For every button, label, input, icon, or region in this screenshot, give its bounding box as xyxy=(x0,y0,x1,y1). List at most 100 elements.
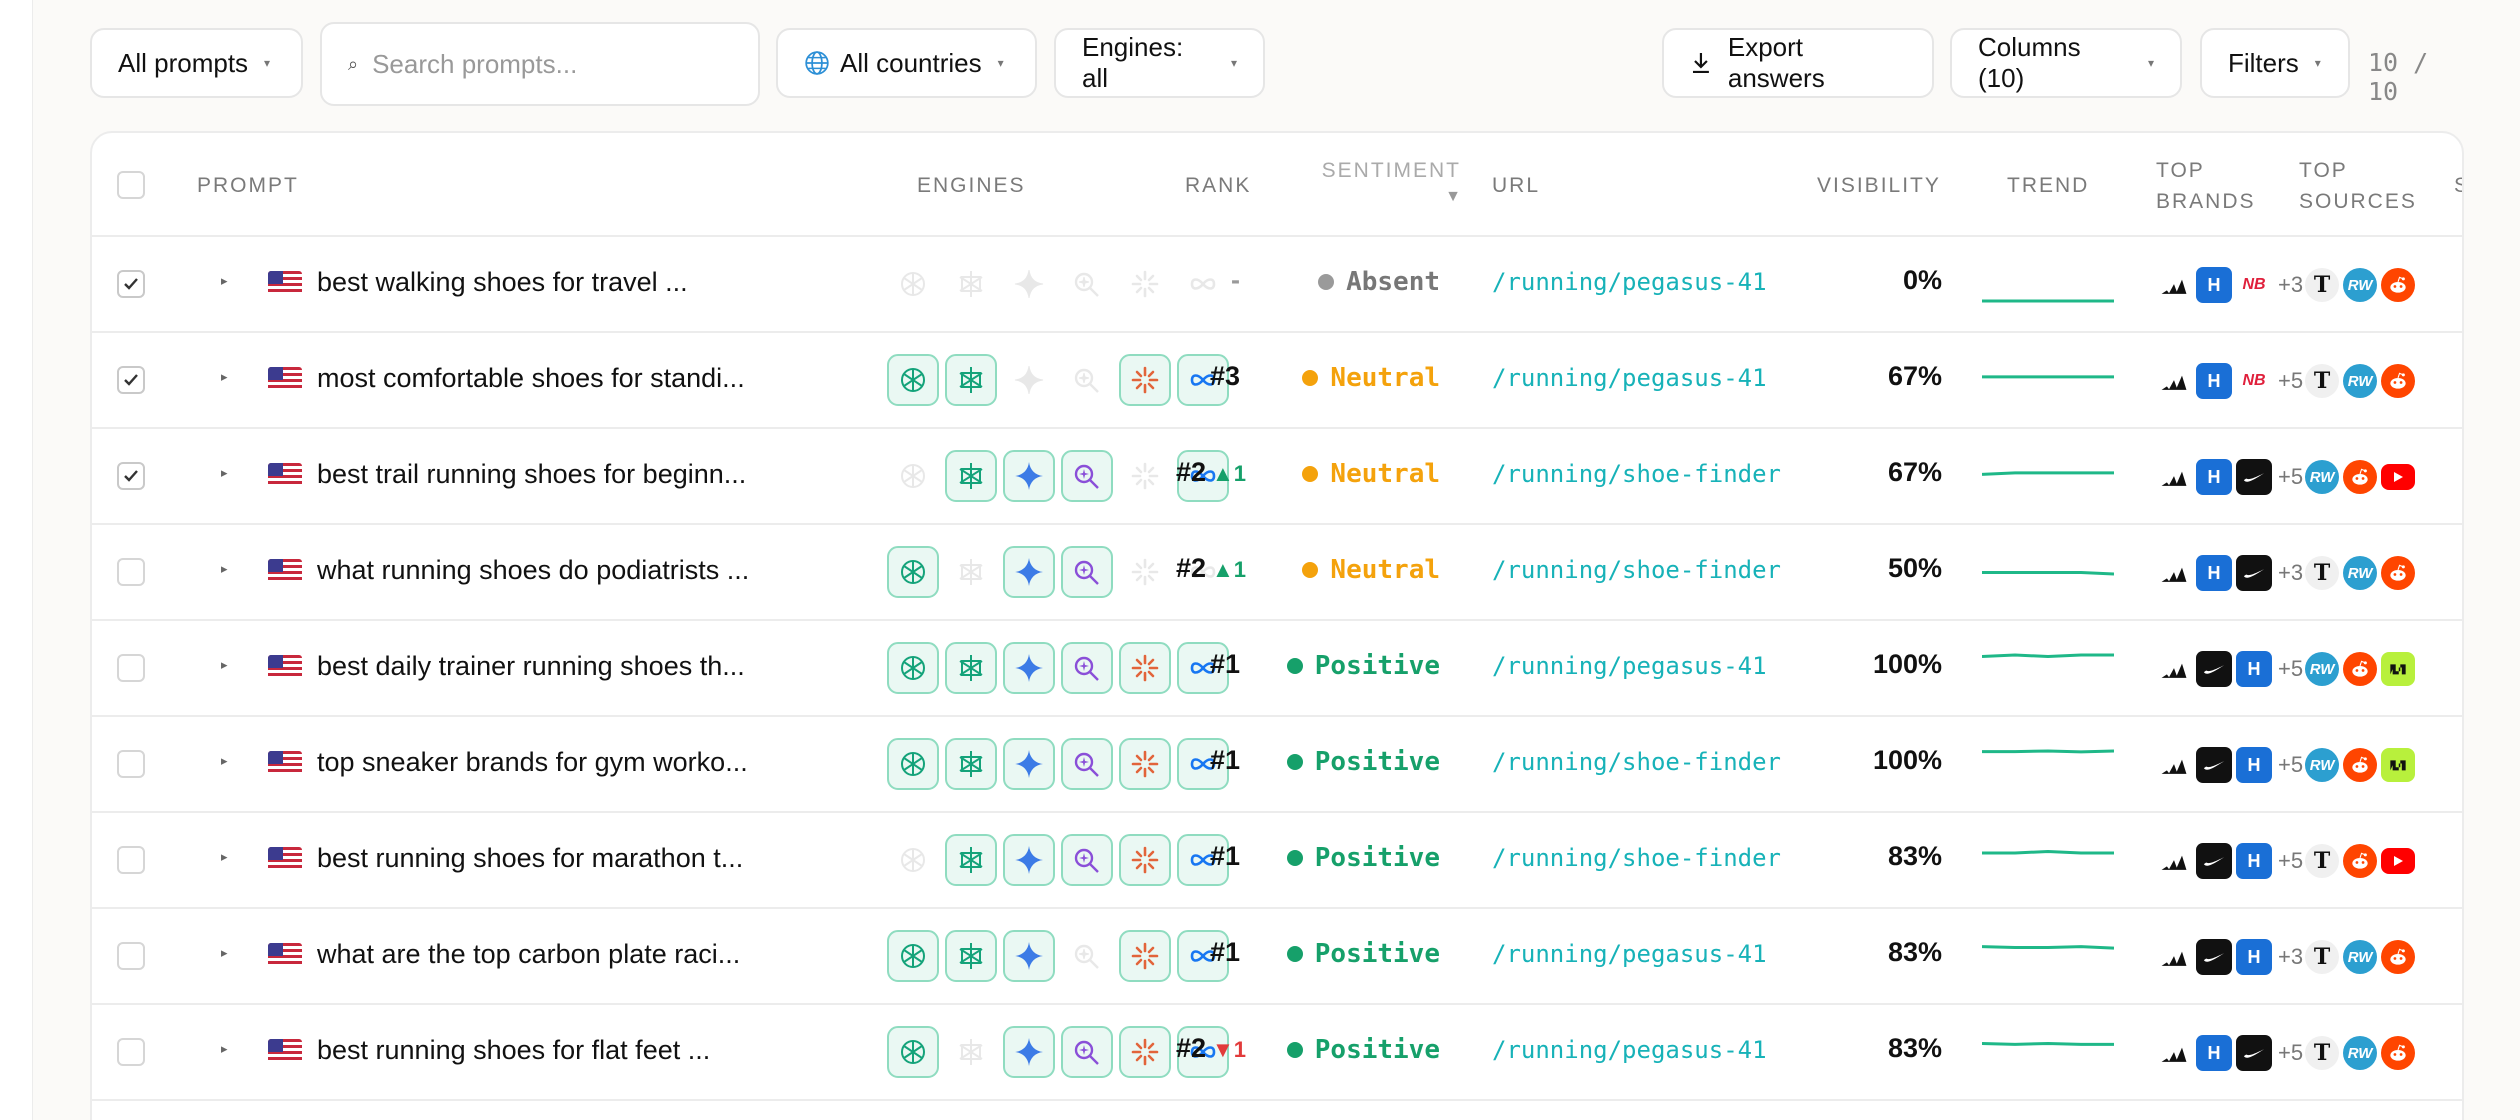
nike-logo-icon xyxy=(2196,651,2232,687)
top-sources-header-line1: TOP xyxy=(2299,159,2348,182)
us-flag-icon xyxy=(268,655,302,679)
prompt-text[interactable]: best trail running shoes for beginn... xyxy=(317,459,747,489)
expand-row-icon[interactable]: ▸ xyxy=(221,849,228,864)
us-flag-icon xyxy=(268,943,302,967)
url-link[interactable]: /running/pegasus-41 xyxy=(1492,652,1767,680)
nyt-source-icon: T xyxy=(2305,1036,2340,1070)
sentiment-cell: Neutral xyxy=(1302,459,1440,489)
prompt-text[interactable]: best running shoes for flat feet ... xyxy=(317,1035,711,1065)
rank-delta: ▲1 xyxy=(1211,461,1246,486)
sentiment-dot xyxy=(1286,1042,1303,1058)
url-link[interactable]: /running/pegasus-41 xyxy=(1492,940,1767,968)
filters-dropdown[interactable]: Filters ▾ xyxy=(2200,28,2350,98)
row-checkbox[interactable] xyxy=(117,750,145,778)
runrepeat-source-icon xyxy=(2381,652,2416,686)
table-row[interactable]: ▸ best trail running shoes for beginn...… xyxy=(92,429,2462,525)
column-header-top-sources[interactable]: TOP SOURCES xyxy=(2299,155,2417,217)
trend-sparkline xyxy=(1982,299,2114,303)
nike-logo-icon xyxy=(2196,843,2232,879)
table-row[interactable]: ▸ what are the top carbon plate raci... … xyxy=(92,909,2462,1005)
prompt-text[interactable]: what are the top carbon plate raci... xyxy=(317,939,741,969)
expand-row-icon[interactable]: ▸ xyxy=(221,1041,228,1056)
url-link[interactable]: /running/pegasus-41 xyxy=(1492,1036,1767,1064)
ai-search-icon xyxy=(1061,930,1113,982)
trend-sparkline xyxy=(1982,945,2114,950)
prompt-text[interactable]: most comfortable shoes for standi... xyxy=(317,363,745,393)
nyt-source-icon: T xyxy=(2305,364,2340,398)
table-row[interactable]: ▸ best running shoes for flat feet ... #… xyxy=(92,1005,2462,1101)
column-header-rank[interactable]: RANK xyxy=(1185,174,1252,197)
url-link[interactable]: /running/shoe-finder xyxy=(1492,748,1781,776)
row-checkbox[interactable] xyxy=(117,558,145,586)
reddit-source-icon xyxy=(2381,364,2416,398)
more-brands-count: +3 xyxy=(2278,272,2304,297)
claude-icon xyxy=(1119,834,1171,886)
search-input[interactable]: ⌕ Search prompts... xyxy=(320,22,760,106)
url-link[interactable]: /running/shoe-finder xyxy=(1492,844,1781,872)
table-row[interactable]: ▸ most comfortable shoes for standi... #… xyxy=(92,333,2462,429)
column-header-trend[interactable]: TREND xyxy=(2007,174,2090,197)
prompt-text[interactable]: what running shoes do podiatrists ... xyxy=(317,555,750,585)
sentiment-cell: Absent xyxy=(1318,267,1440,297)
column-header-more[interactable]: S xyxy=(2454,170,2462,201)
expand-row-icon[interactable]: ▸ xyxy=(221,657,228,672)
column-header-visibility[interactable]: VISIBILITY xyxy=(1817,174,1941,197)
prompt-text[interactable]: top sneaker brands for gym worko... xyxy=(317,747,748,777)
expand-row-icon[interactable]: ▸ xyxy=(221,369,228,384)
sentiment-label: Positive xyxy=(1314,651,1440,681)
runners-world-source-icon: RW xyxy=(2343,364,2378,398)
export-answers-button[interactable]: Export answers xyxy=(1662,28,1934,98)
prompt-text[interactable]: best walking shoes for travel ... xyxy=(317,267,688,297)
rank-value: #1 xyxy=(1209,841,1240,871)
column-header-prompt[interactable]: PROMPT xyxy=(197,174,299,197)
hoka-logo-icon: H xyxy=(2236,939,2272,975)
visibility-value: 100% xyxy=(1872,745,1942,775)
select-all-checkbox[interactable] xyxy=(117,171,145,199)
nyt-source-icon: T xyxy=(2305,940,2340,974)
expand-row-icon[interactable]: ▸ xyxy=(221,561,228,576)
countries-filter-dropdown[interactable]: All countries ▾ xyxy=(776,28,1037,98)
prompt-text[interactable]: best running shoes for marathon t... xyxy=(317,843,744,873)
download-icon xyxy=(1692,53,1709,74)
expand-row-icon[interactable]: ▸ xyxy=(221,273,228,288)
table-row[interactable]: ▸ top sneaker brands for gym worko... #1… xyxy=(92,717,2462,813)
row-checkbox[interactable] xyxy=(117,942,145,970)
column-header-top-brands[interactable]: TOP BRANDS xyxy=(2156,155,2256,217)
row-checkbox[interactable] xyxy=(117,846,145,874)
url-link[interactable]: /running/pegasus-41 xyxy=(1492,364,1767,392)
table-row[interactable]: ▸ best daily trainer running shoes th...… xyxy=(92,621,2462,717)
row-checkbox[interactable] xyxy=(117,366,145,394)
row-checkbox[interactable] xyxy=(117,654,145,682)
reddit-source-icon xyxy=(2381,1036,2416,1070)
visibility-value: 100% xyxy=(1872,649,1942,679)
sentiment-cell: Positive xyxy=(1286,1035,1440,1065)
youtube-source-icon xyxy=(2381,848,2416,874)
sentiment-cell: Neutral xyxy=(1302,555,1440,585)
expand-row-icon[interactable]: ▸ xyxy=(221,945,228,960)
claude-icon xyxy=(1119,354,1171,406)
columns-dropdown[interactable]: Columns (10) ▾ xyxy=(1950,28,2182,98)
engines-filter-dropdown[interactable]: Engines: all ▾ xyxy=(1054,28,1265,98)
adidas-logo-icon xyxy=(2156,459,2192,495)
row-checkbox[interactable] xyxy=(117,270,145,298)
row-checkbox[interactable] xyxy=(117,1038,145,1066)
result-count: 10 / 10 xyxy=(2368,48,2429,106)
perplexity-icon xyxy=(945,1026,997,1078)
row-checkbox[interactable] xyxy=(117,462,145,490)
table-row[interactable]: ▸ best walking shoes for travel ... - Ab… xyxy=(92,237,2462,333)
column-header-engines[interactable]: ENGINES xyxy=(917,174,1026,197)
table-row[interactable]: ▸ best running shoes for marathon t... #… xyxy=(92,813,2462,909)
column-header-sentiment[interactable]: SENTIMENT ▼ xyxy=(1311,155,1461,208)
expand-row-icon[interactable]: ▸ xyxy=(221,465,228,480)
column-header-url[interactable]: URL xyxy=(1492,174,1541,197)
prompts-filter-dropdown[interactable]: All prompts ▾ xyxy=(90,28,303,98)
us-flag-icon xyxy=(268,367,302,391)
url-link[interactable]: /running/pegasus-41 xyxy=(1492,268,1767,296)
sentiment-label: Positive xyxy=(1314,939,1440,969)
table-row[interactable]: ▸ what running shoes do podiatrists ... … xyxy=(92,525,2462,621)
url-link[interactable]: /running/shoe-finder xyxy=(1492,460,1781,488)
sentiment-dot xyxy=(1286,946,1303,962)
url-link[interactable]: /running/shoe-finder xyxy=(1492,556,1781,584)
expand-row-icon[interactable]: ▸ xyxy=(221,753,228,768)
prompt-text[interactable]: best daily trainer running shoes th... xyxy=(317,651,745,681)
